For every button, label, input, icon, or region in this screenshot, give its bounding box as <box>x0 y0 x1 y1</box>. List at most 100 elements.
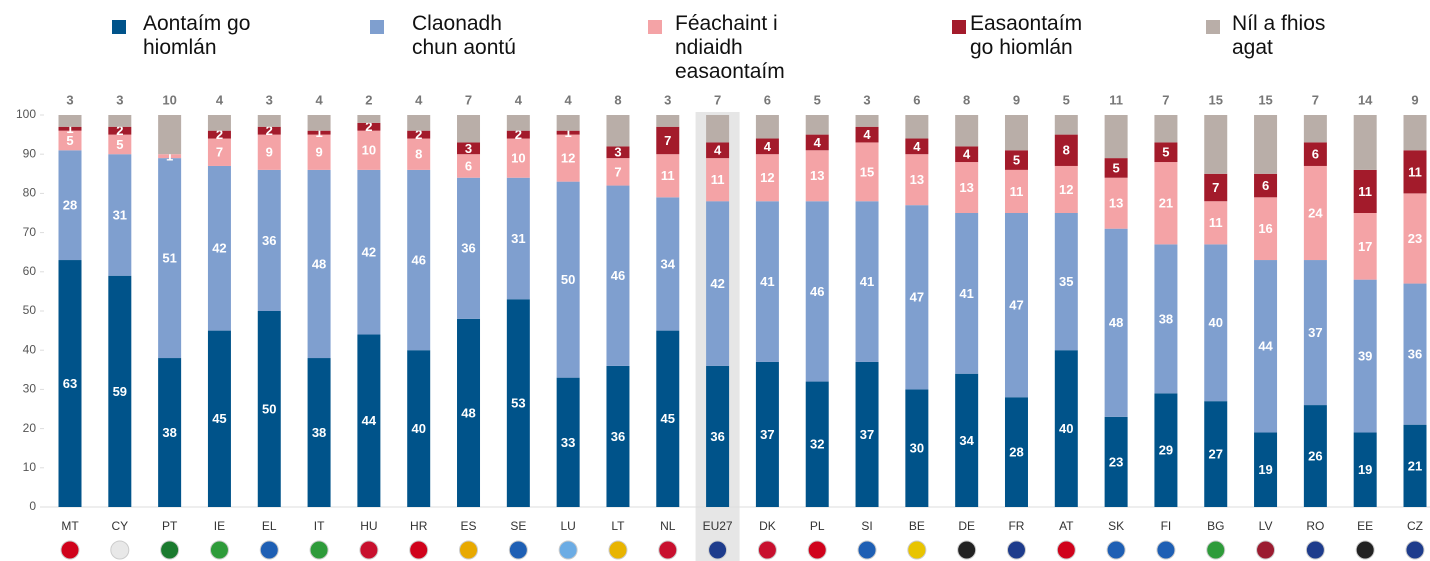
flag <box>110 540 130 560</box>
bar-segment <box>307 115 331 131</box>
bar-segment <box>1054 165 1078 213</box>
bar-segment <box>855 142 879 202</box>
value-label: 8 <box>415 147 422 162</box>
x-tick-label: DE <box>958 519 975 533</box>
x-tick-label: IE <box>214 519 225 533</box>
bar-segment <box>506 138 530 178</box>
legend-swatch <box>648 20 662 34</box>
y-tick-label: 60 <box>23 264 37 278</box>
value-label: 3 <box>614 145 621 160</box>
bar-segment <box>706 115 730 143</box>
bar-segment <box>1004 169 1028 213</box>
value-label: 47 <box>910 290 924 305</box>
flag <box>1305 540 1325 560</box>
bar-segment <box>407 350 431 507</box>
value-label: 47 <box>1009 298 1023 313</box>
bar-segment <box>108 154 132 276</box>
value-label: 4 <box>415 92 423 107</box>
value-label: 36 <box>611 429 625 444</box>
bar-segment <box>158 154 182 159</box>
legend-label: Claonadh chun aontú <box>412 12 516 59</box>
y-tick-label: 90 <box>23 146 37 160</box>
bar-segment <box>407 115 431 131</box>
value-label: 17 <box>1358 239 1372 254</box>
value-label: 9 <box>315 145 322 160</box>
flag <box>1156 540 1176 560</box>
flag <box>459 540 479 560</box>
value-label: 10 <box>511 151 525 166</box>
bar-segment <box>955 213 979 374</box>
bar-segment <box>805 201 829 382</box>
bar-segment <box>706 142 730 159</box>
bar-segment <box>656 154 680 198</box>
bar-segment <box>1104 228 1128 417</box>
bar-segment <box>855 201 879 362</box>
bar-segment <box>1353 432 1377 507</box>
bar-segment <box>1154 244 1178 394</box>
bar-segment <box>606 365 630 507</box>
value-label: 6 <box>1312 147 1319 162</box>
bar-segment <box>606 158 630 186</box>
value-label: 10 <box>362 143 376 158</box>
bar-segment <box>1104 115 1128 159</box>
legend-label: Aontaím go hiomlán <box>143 12 251 59</box>
x-tick-label: IT <box>314 519 325 533</box>
bar-segment <box>656 115 680 127</box>
x-tick-label: EE <box>1357 519 1373 533</box>
bar-segment <box>556 130 580 135</box>
value-label: 31 <box>113 207 127 222</box>
bar-segment <box>357 122 381 131</box>
bar-segment <box>656 197 680 331</box>
value-label: 41 <box>959 286 973 301</box>
bar-segment <box>1353 115 1377 170</box>
y-tick-label: 40 <box>23 342 37 356</box>
bar-segment <box>1054 115 1078 135</box>
y-tick-label: 50 <box>23 303 37 317</box>
flag <box>807 540 827 560</box>
value-label: 3 <box>116 92 123 107</box>
bar-segment <box>1204 115 1228 174</box>
bar-segment <box>207 330 231 507</box>
bar-segment <box>606 146 630 159</box>
bar-segment <box>58 260 82 507</box>
flag <box>160 540 180 560</box>
value-label: 28 <box>1009 445 1023 460</box>
value-label: 46 <box>810 284 824 299</box>
flag <box>957 540 977 560</box>
value-label: 33 <box>561 435 575 450</box>
x-tick-label: HU <box>360 519 377 533</box>
value-label: 16 <box>1258 221 1272 236</box>
bar-segment <box>905 115 929 139</box>
bar-segment <box>606 115 630 147</box>
value-label: 2 <box>116 123 123 138</box>
bar-segment <box>1104 177 1128 229</box>
bar-segment <box>905 154 929 206</box>
bar-segment <box>1403 283 1427 425</box>
flag <box>1056 540 1076 560</box>
flag <box>508 540 528 560</box>
bar-segment <box>955 162 979 213</box>
bar-segment <box>656 330 680 507</box>
bar-segment <box>556 134 580 182</box>
bar-segment <box>1004 115 1028 151</box>
flag <box>907 540 927 560</box>
bar-segment <box>1254 260 1278 433</box>
bar-segment <box>58 130 82 151</box>
value-label: 4 <box>814 135 822 150</box>
bar-segment <box>1403 193 1427 284</box>
value-label: 46 <box>411 252 425 267</box>
value-label: 7 <box>465 92 472 107</box>
value-label: 1 <box>315 125 322 140</box>
value-label: 50 <box>561 272 575 287</box>
value-label: 41 <box>860 274 874 289</box>
value-label: 14 <box>1358 92 1373 107</box>
value-label: 8 <box>963 92 970 107</box>
bar-segment <box>457 142 481 155</box>
bar-segment <box>955 146 979 163</box>
bar-segment <box>755 154 779 202</box>
value-label: 15 <box>1258 92 1272 107</box>
value-label: 3 <box>266 92 273 107</box>
bar-segment <box>855 126 879 143</box>
value-label: 7 <box>216 145 223 160</box>
